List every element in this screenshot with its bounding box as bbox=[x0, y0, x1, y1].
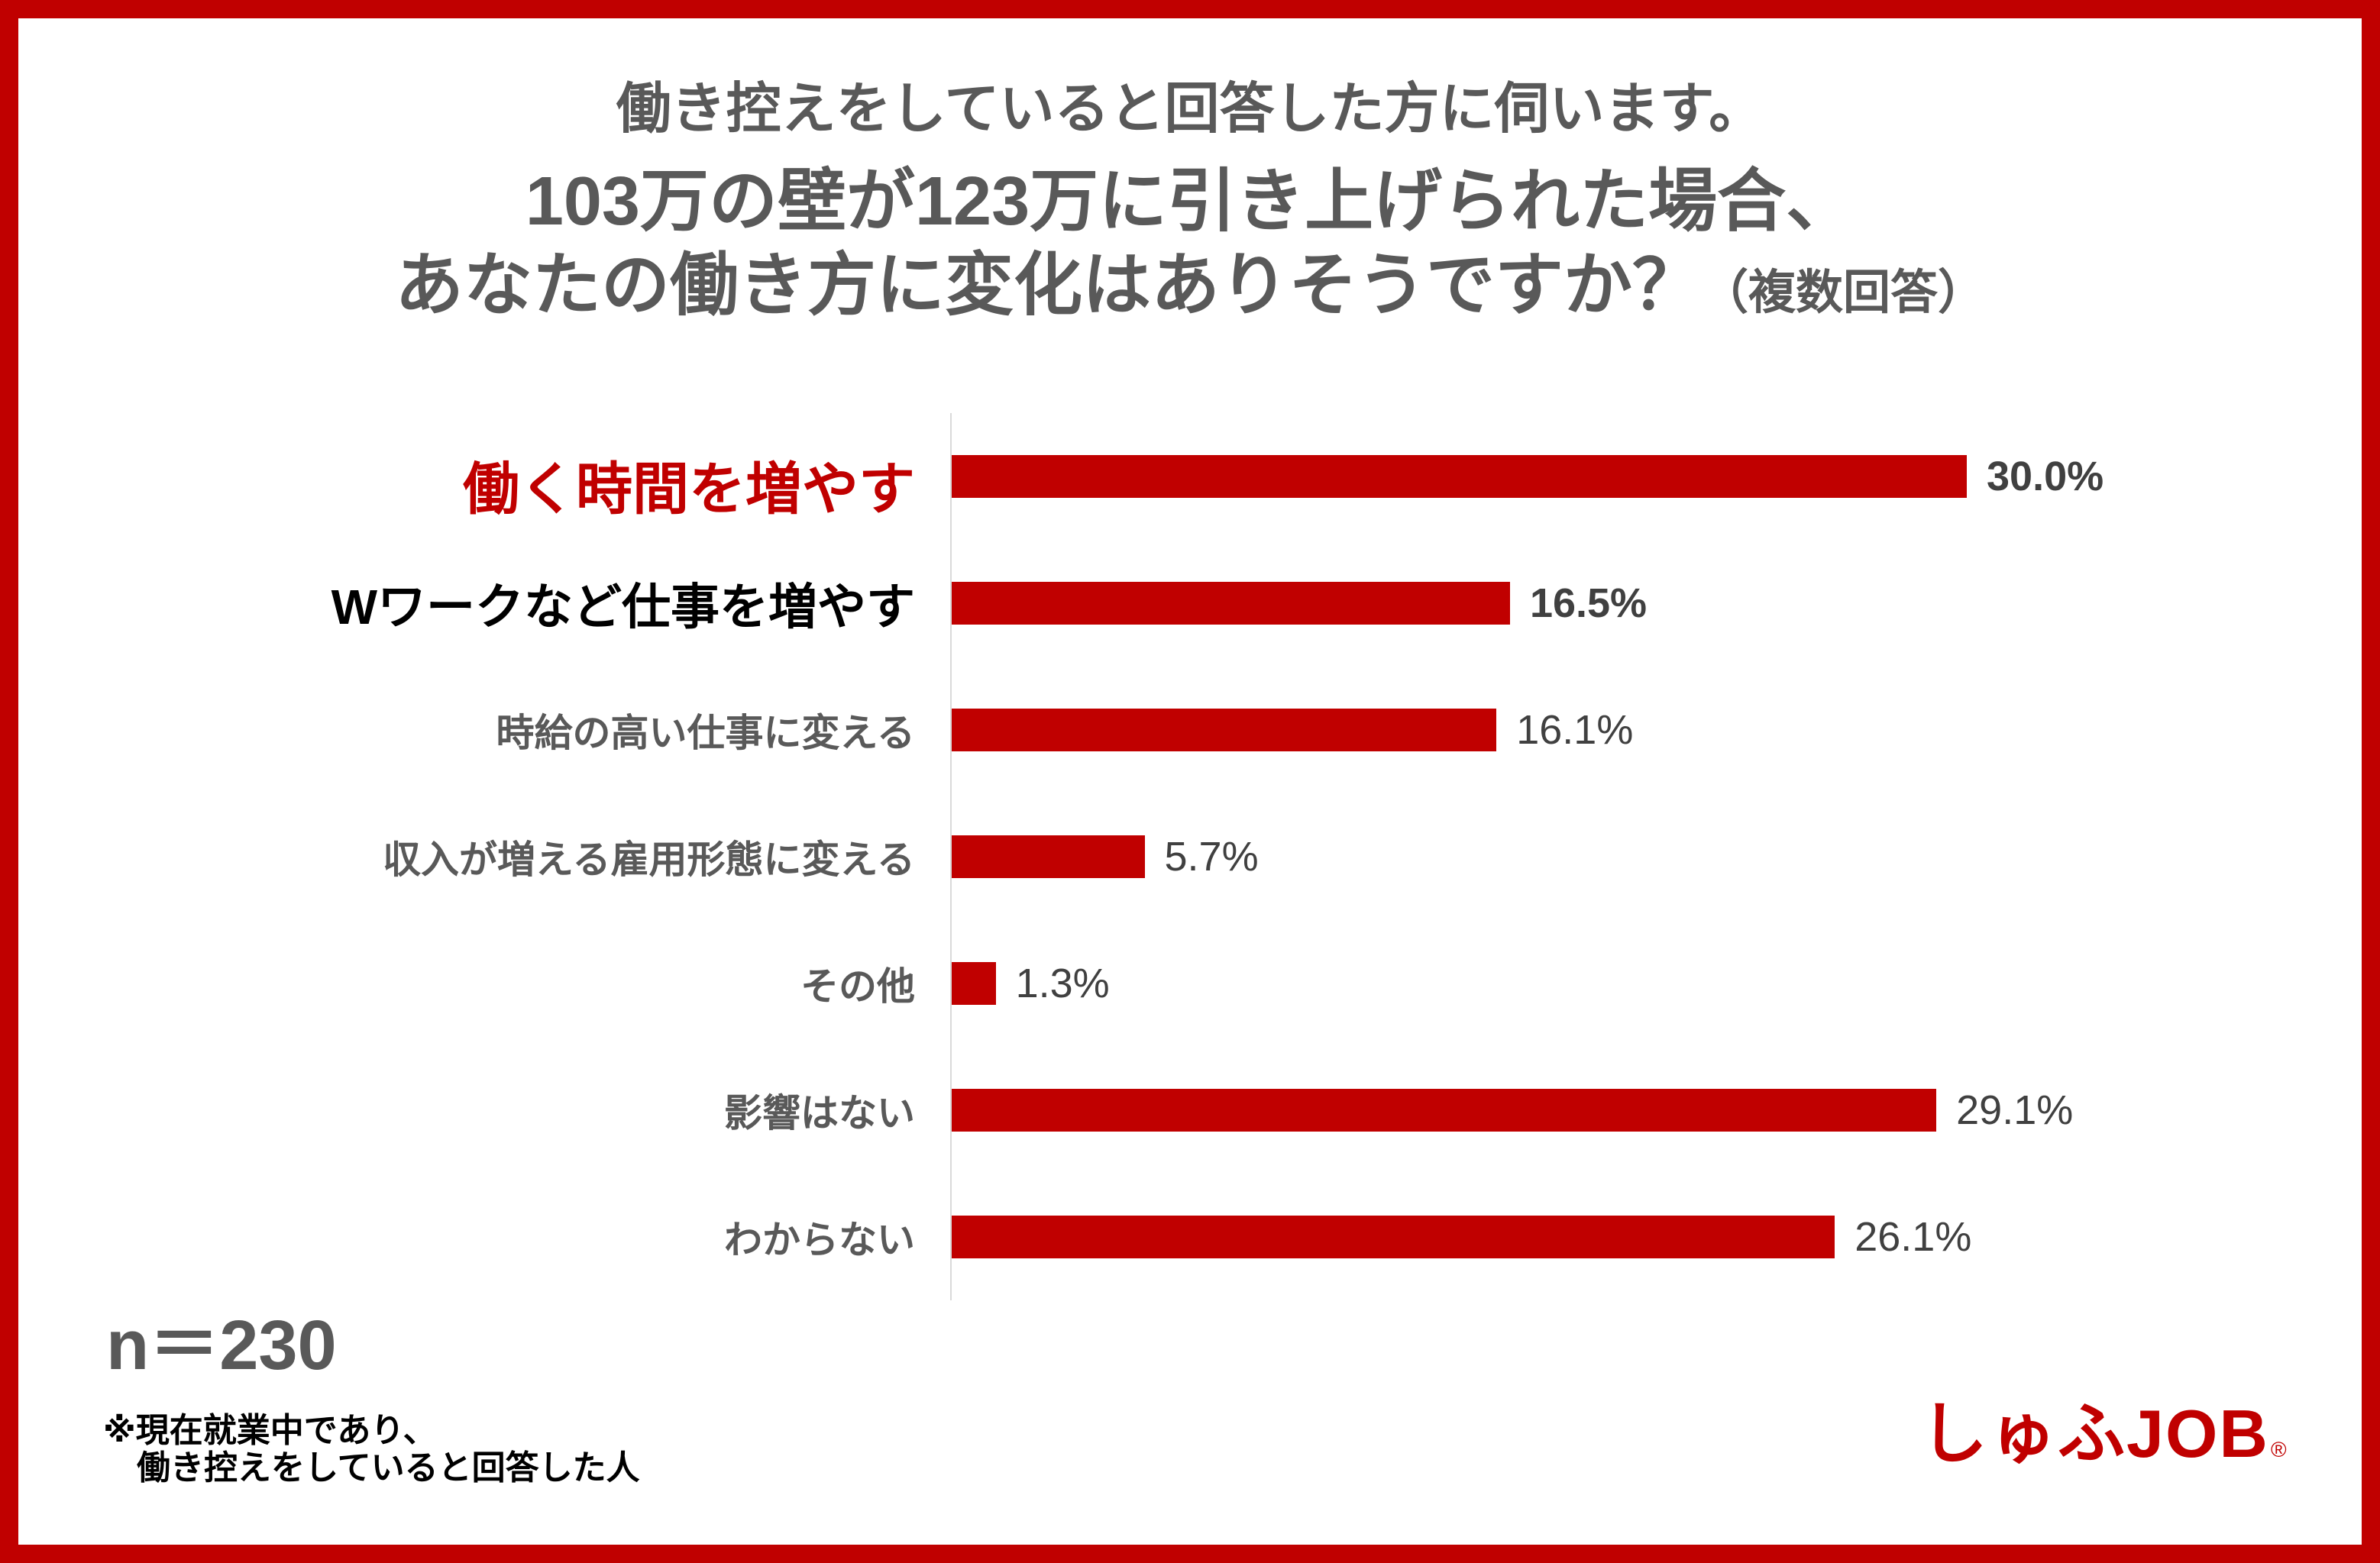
category-label: 働く時間を増やす bbox=[463, 457, 915, 521]
category-label: その他 bbox=[800, 965, 915, 1008]
bar bbox=[952, 835, 1145, 878]
chart-title-line-2-text: あなたの働き方に変化はありそうですか？ bbox=[394, 247, 1701, 324]
category-label: Wワークなど仕事を増やす bbox=[331, 580, 915, 635]
shufujob-logo: しゅふJOB® bbox=[1920, 1393, 2288, 1490]
bar bbox=[952, 962, 996, 1005]
footnote-line-2: 働き控えをしていると回答した人 bbox=[137, 1449, 640, 1487]
category-axis-line bbox=[950, 413, 952, 1300]
bar bbox=[952, 1216, 1835, 1258]
chart-subtitle: 働き控えをしていると回答した方に伺います。 bbox=[616, 79, 1764, 140]
value-label: 29.1% bbox=[1956, 1087, 2074, 1133]
bar-chart: 働く時間を増やす 30.0% Wワークなど仕事を増やす 16.5% 時給の高い仕事に変え… bbox=[0, 405, 2380, 1313]
chart-title-line-1: 103万の壁が123万に引き上げられた場合、 bbox=[525, 163, 1855, 240]
bar bbox=[952, 709, 1497, 751]
category-label: 時給の高い仕事に変える bbox=[496, 712, 916, 754]
value-label: 30.0% bbox=[1987, 454, 2104, 499]
bar bbox=[952, 1089, 1937, 1132]
sample-size: n＝230 bbox=[106, 1306, 337, 1384]
category-label: 影響はない bbox=[724, 1092, 915, 1135]
value-label: 1.3% bbox=[1015, 961, 1110, 1006]
bar bbox=[952, 582, 1510, 625]
value-label: 16.5% bbox=[1529, 580, 1648, 626]
logo-text: しゅふJOB bbox=[1920, 1396, 2269, 1471]
chart-title-line-2: あなたの働き方に変化はありそうですか？（複数回答） bbox=[0, 251, 2380, 328]
multiple-answer-note: （複数回答） bbox=[1700, 266, 1985, 319]
footnote-line-1: ※現在就業中であり、 bbox=[103, 1412, 437, 1449]
category-label: 収入が増える雇用形態に変える bbox=[383, 838, 915, 881]
value-label: 16.1% bbox=[1516, 707, 1634, 753]
bar bbox=[952, 455, 1967, 498]
registered-mark: ® bbox=[2270, 1438, 2288, 1461]
category-label: わからない bbox=[724, 1219, 915, 1261]
value-label: 26.1% bbox=[1855, 1214, 1972, 1260]
value-label: 5.7% bbox=[1164, 834, 1259, 880]
